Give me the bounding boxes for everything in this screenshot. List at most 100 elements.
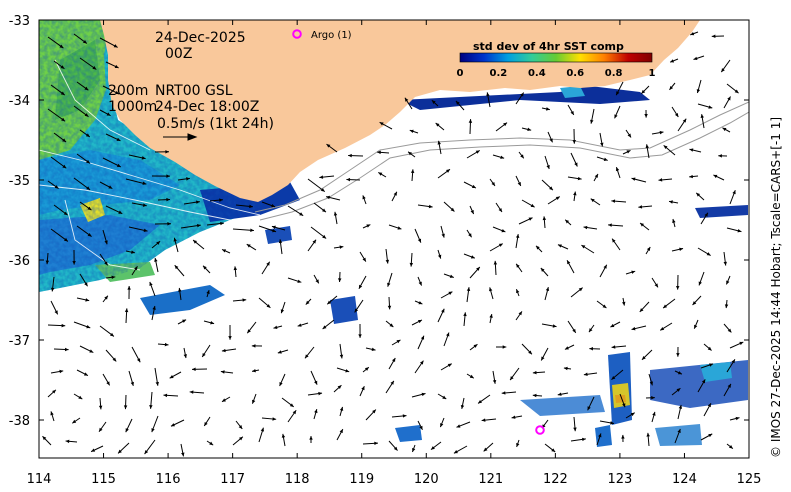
current-arrow-head (249, 204, 253, 209)
current-arrow-head (209, 441, 214, 446)
x-tick-label: 120 (414, 472, 439, 487)
current-arrow-head (726, 280, 730, 285)
plot-frame (38, 19, 750, 459)
current-arrow-head (430, 446, 435, 450)
current-arrow-head (72, 261, 76, 265)
current-arrow-head (113, 44, 118, 48)
bathymetry-contours (39, 59, 749, 271)
current-arrow-head (143, 228, 148, 233)
current-arrow-head (312, 239, 317, 244)
scale-label: 0.5m/s (1kt 24h) (157, 116, 274, 132)
current-arrow-head (663, 304, 668, 309)
current-arrow-head (611, 199, 616, 203)
current-arrow-head (104, 295, 108, 300)
current-arrow-head (611, 345, 616, 349)
argo-float-marker[interactable] (535, 425, 545, 435)
current-arrow-head (45, 260, 50, 265)
current-arrow-head (428, 204, 433, 209)
current-arrow-head (348, 153, 352, 158)
current-arrow-head (409, 262, 414, 267)
current-arrow-head (690, 31, 695, 36)
current-arrow-head (279, 382, 283, 387)
y-tick-label: -35 (9, 174, 30, 189)
current-arrow-head (456, 424, 461, 428)
current-arrow-head (149, 405, 153, 409)
current-arrow-head (570, 110, 574, 115)
current-arrow-head (164, 342, 169, 347)
current-arrow-head (723, 261, 727, 266)
contour-west-3 (54, 59, 151, 151)
current-arrow-head (61, 323, 66, 328)
current-arrow-head (54, 185, 59, 189)
current-arrow-head (116, 163, 121, 167)
current-arrow-head (124, 308, 129, 313)
current-arrow-head (314, 380, 318, 385)
current-arrow-head (518, 311, 522, 316)
current-arrow-head (677, 371, 682, 375)
current-arrow-head (203, 265, 207, 270)
current-arrow-head (520, 92, 524, 97)
current-arrow-head (600, 142, 604, 147)
current-arrow-head (339, 429, 343, 434)
current-arrow-head (516, 263, 520, 268)
current-arrow-head (60, 91, 65, 96)
current-arrow-head (155, 381, 159, 386)
current-arrow-head (492, 379, 497, 384)
current-arrow-head (498, 208, 502, 213)
current-arrow-head (588, 328, 593, 333)
current-arrow-head (441, 308, 445, 313)
current-arrow-head (489, 287, 493, 292)
map-annotations: 24-Dec-2025 00Z 200m NRT00 GSL 1000m 24-… (108, 30, 274, 141)
current-arrow-head (622, 403, 626, 408)
current-arrow-head (397, 226, 402, 230)
current-arrow-head (631, 177, 636, 181)
current-arrow-head (163, 393, 168, 398)
current-arrow-head (280, 309, 285, 314)
current-arrow-head (387, 282, 391, 287)
current-arrow-head (481, 418, 486, 422)
current-arrow-head (707, 346, 712, 351)
current-arrow-head (222, 249, 227, 253)
current-arrow-head (339, 354, 344, 359)
current-arrow-head (419, 425, 423, 430)
current-arrow-head (645, 144, 649, 149)
current-arrow-head (555, 196, 560, 200)
current-arrow-head (646, 432, 650, 437)
current-arrow-head (578, 287, 583, 292)
current-arrow-head (466, 287, 471, 292)
colorbar-tick-label: 0.8 (605, 68, 623, 79)
current-arrow-head (337, 385, 342, 389)
current-arrow-head (86, 186, 91, 190)
current-arrow-head (402, 414, 407, 418)
x-tick-label: 121 (478, 472, 503, 487)
current-arrow-head (374, 441, 378, 446)
scale-arrow (163, 133, 198, 141)
current-arrow-head (204, 421, 208, 426)
current-arrow-head (50, 411, 54, 416)
current-arrow-head (545, 287, 550, 292)
current-arrow-head (61, 117, 66, 122)
current-arrow-head (473, 344, 478, 348)
colorbar-tick-label: 0 (457, 68, 464, 79)
land-mass (100, 20, 700, 202)
current-arrow-head (590, 119, 594, 124)
current-arrow-head (696, 192, 701, 197)
current-arrow-head (193, 240, 198, 244)
current-arrow-head (104, 261, 108, 266)
current-arrow-head (327, 300, 332, 305)
current-arrow-head (608, 223, 612, 227)
current-arrow-head (541, 356, 545, 361)
current-arrow-head (727, 328, 732, 333)
current-arrow-head (520, 154, 524, 159)
y-tick-label: -37 (9, 334, 30, 349)
current-arrow-head (565, 219, 570, 224)
x-tick-label: 115 (91, 472, 116, 487)
current-arrow-head (156, 241, 161, 245)
current-arrow-head (98, 405, 103, 410)
current-arrow-head (440, 423, 444, 428)
current-arrow-head (510, 376, 514, 381)
current-arrow-head (536, 245, 540, 250)
current-arrow-head (104, 240, 108, 245)
current-arrow-head (672, 219, 676, 223)
current-arrow-head (309, 435, 313, 440)
